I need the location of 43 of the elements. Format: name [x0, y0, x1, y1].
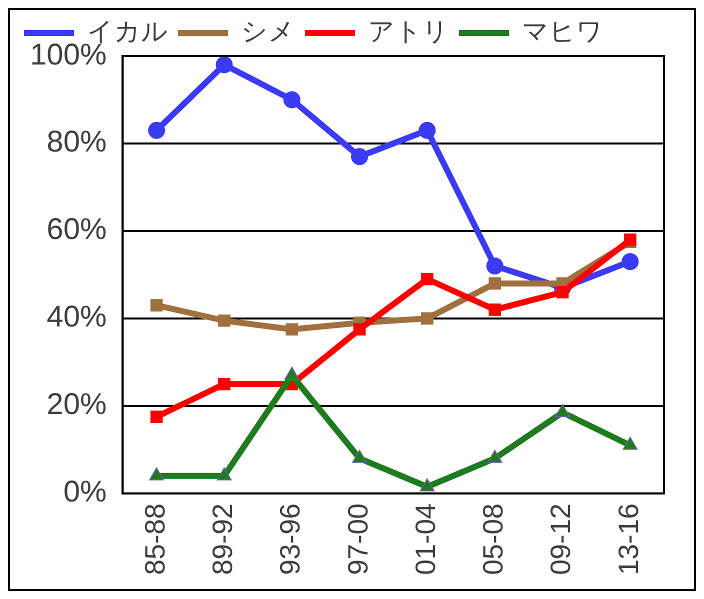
- x-tick-label: 13-16: [612, 503, 644, 576]
- point: [488, 304, 502, 316]
- point: [148, 122, 166, 139]
- point: [283, 91, 300, 108]
- y-tick-label: 60%: [46, 213, 107, 246]
- point: [556, 286, 569, 298]
- point: [149, 467, 164, 480]
- point: [218, 378, 230, 390]
- point: [420, 478, 435, 492]
- point: [352, 450, 367, 463]
- x-tick-label: 09-12: [545, 503, 576, 576]
- point: [218, 314, 230, 327]
- point: [418, 122, 436, 139]
- point: [487, 450, 502, 463]
- point: [150, 299, 163, 312]
- point: [351, 148, 368, 166]
- point: [286, 323, 298, 336]
- x-tick-label: 85-88: [139, 503, 170, 576]
- point: [421, 272, 434, 286]
- point: [216, 467, 232, 480]
- point: [353, 323, 366, 336]
- legend-label: アトリ: [368, 16, 449, 47]
- point: [622, 253, 639, 270]
- x-tick-label: 89-92: [206, 503, 238, 576]
- x-tick-label: 01-04: [410, 503, 441, 576]
- point: [216, 56, 233, 74]
- y-tick-label: 20%: [46, 388, 107, 422]
- y-tick-label: 0%: [63, 476, 107, 509]
- point: [624, 234, 636, 246]
- y-tick-label: 80%: [46, 126, 107, 159]
- point: [150, 410, 163, 423]
- legend-label: シメ: [241, 16, 295, 47]
- x-tick-label: 97-00: [342, 503, 374, 576]
- y-tick-label: 40%: [46, 300, 107, 334]
- x-tick-label: 93-96: [274, 503, 306, 576]
- point: [622, 436, 638, 450]
- point: [486, 257, 504, 274]
- x-tick-label: 05-08: [478, 503, 509, 576]
- point: [555, 404, 570, 417]
- point: [284, 366, 300, 380]
- legend-label: マヒワ: [522, 16, 603, 47]
- point: [488, 277, 502, 290]
- point: [421, 312, 434, 325]
